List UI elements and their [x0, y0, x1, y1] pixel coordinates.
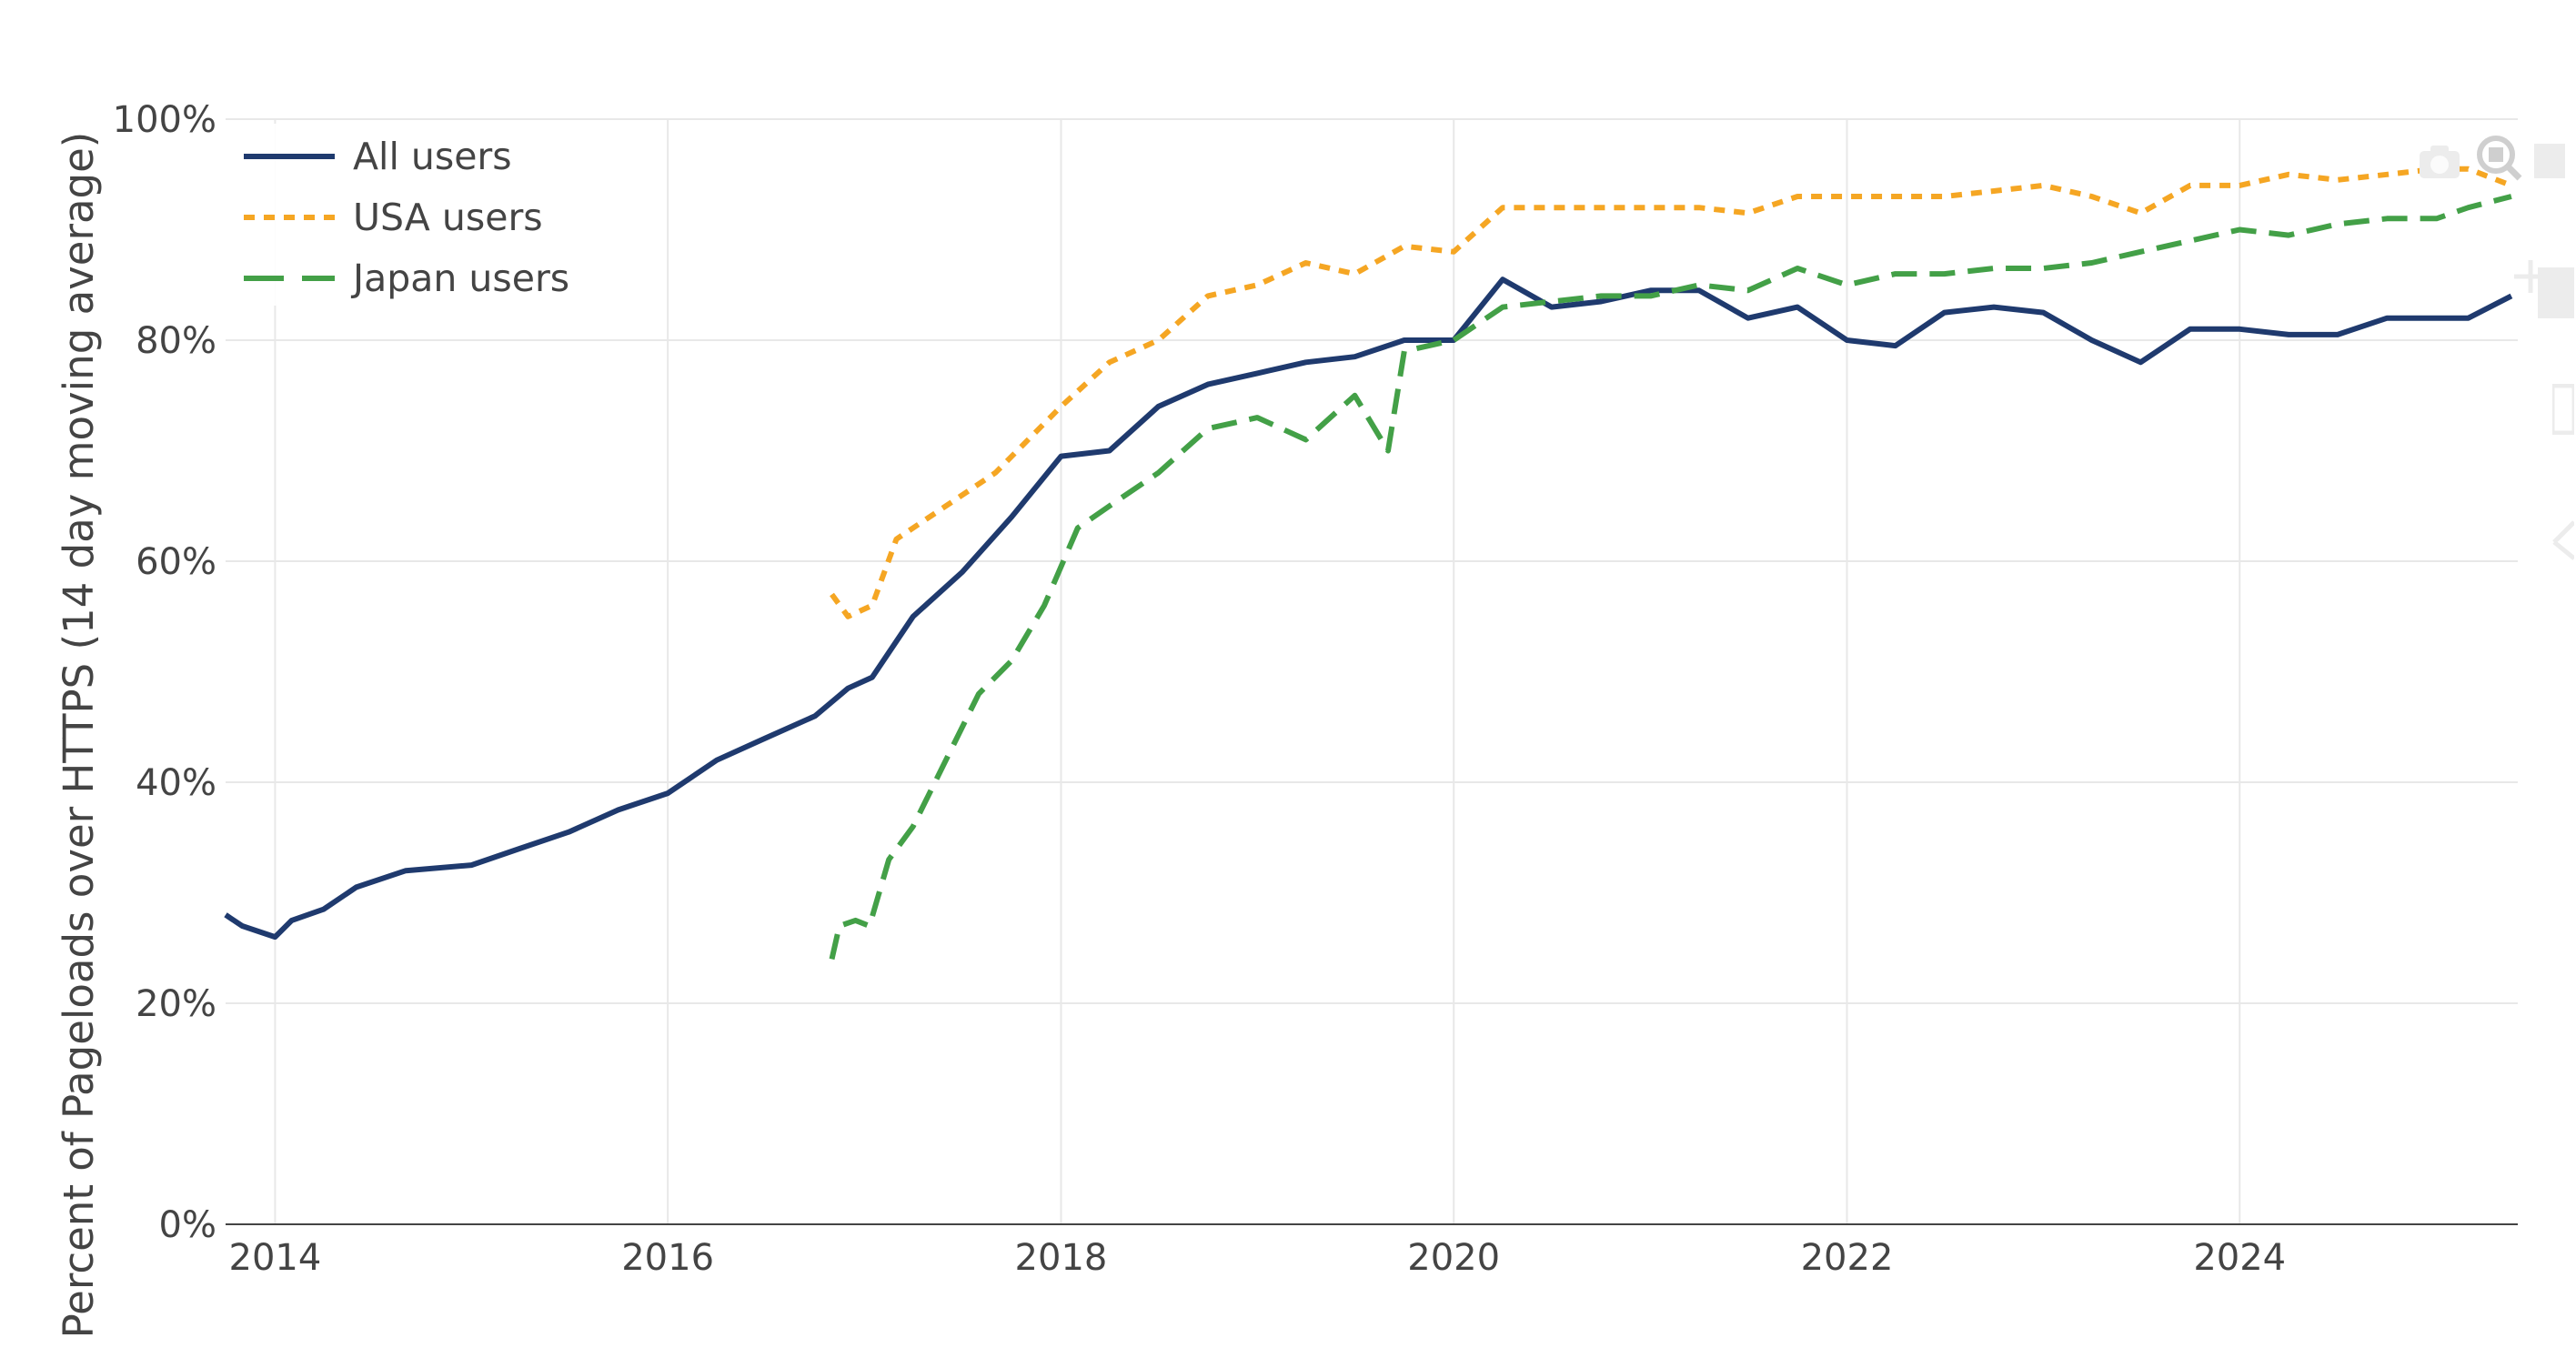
reset-axes-icon[interactable]	[2552, 515, 2574, 560]
y-axis-title: Percent of Pageloads over HTTPS (14 day …	[55, 132, 103, 1339]
x-axis-ticks: 2014 2016 2018 2020 2022 2024	[229, 1237, 2287, 1279]
series-line-all-users[interactable]	[224, 277, 2513, 941]
y-tick-label: 40%	[136, 762, 216, 804]
y-tick-label: 80%	[136, 320, 216, 362]
y-tick-label: 20%	[136, 983, 216, 1025]
x-tick-label: 2022	[1801, 1237, 1894, 1279]
y-tick-label: 0%	[159, 1204, 216, 1246]
x-tick-label: 2024	[2193, 1237, 2286, 1279]
autoscale-icon[interactable]	[2552, 384, 2574, 435]
y-tick-label: 60%	[136, 541, 216, 583]
zoom-out-icon[interactable]	[2538, 267, 2574, 318]
legend[interactable]: All users USA users Japan users	[229, 124, 593, 306]
y-tick-label: 100%	[113, 99, 216, 141]
pan-icon[interactable]	[2534, 138, 2574, 184]
zoom-icon[interactable]	[2474, 133, 2525, 184]
legend-label[interactable]: USA users	[353, 196, 543, 239]
plot-area[interactable]	[223, 166, 2514, 962]
x-tick-label: 2020	[1407, 1237, 1500, 1279]
series-line-usa-users[interactable]	[830, 166, 2512, 619]
series-line-japan-users[interactable]	[829, 194, 2512, 961]
legend-label[interactable]: All users	[353, 135, 512, 178]
y-axis-ticks: 0% 20% 40% 60% 80% 100%	[113, 99, 216, 1246]
camera-icon[interactable]	[2414, 136, 2465, 187]
modebar[interactable]	[2410, 136, 2574, 573]
legend-label[interactable]: Japan users	[350, 257, 569, 300]
x-tick-label: 2018	[1015, 1237, 1108, 1279]
x-tick-label: 2016	[621, 1237, 714, 1279]
x-tick-label: 2014	[229, 1237, 322, 1279]
